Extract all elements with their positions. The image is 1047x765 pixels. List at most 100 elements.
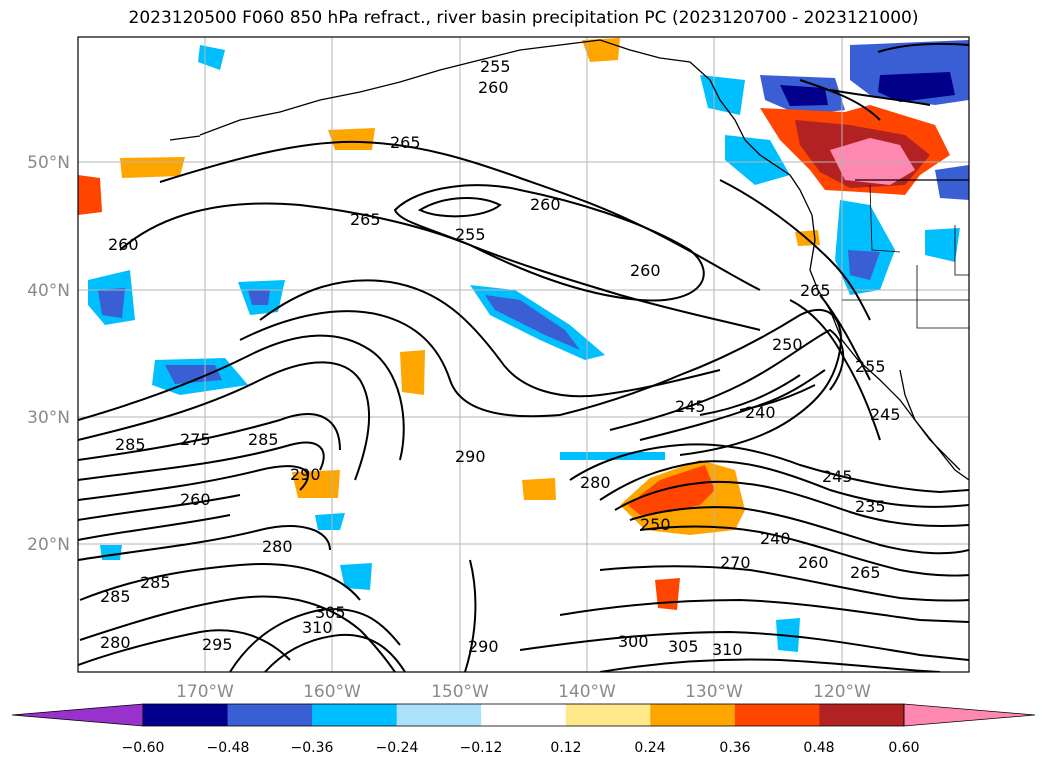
shade-cyan-s1 — [315, 513, 345, 530]
refractivity-contours — [78, 42, 969, 672]
colorbar-segment — [565, 704, 651, 726]
shade-cyan-s5 — [100, 545, 122, 560]
shade-red-main — [628, 465, 715, 515]
colorbar-segment — [819, 704, 905, 726]
contour-label: 255 — [455, 225, 486, 244]
colorbar-segment — [312, 704, 398, 726]
contour-label: 250 — [772, 335, 803, 354]
contour-label: 270 — [720, 553, 751, 572]
contour-label: 245 — [675, 397, 706, 416]
lat-tick: 30°N — [27, 408, 70, 428]
contour-label: 310 — [712, 640, 743, 659]
lon-tick: 120°W — [813, 682, 871, 702]
colorbar-ticks: −0.60 −0.48 −0.36 −0.24 −0.12 0.12 0.24 … — [122, 740, 920, 756]
shade-orange-w2 — [328, 128, 375, 150]
contour-label: 245 — [870, 405, 901, 424]
colorbar-tick: 0.12 — [550, 740, 581, 756]
contour-label: 260 — [180, 490, 211, 509]
contour-label: 260 — [530, 195, 561, 214]
contour-label: 255 — [480, 57, 511, 76]
colorbar-tick: 0.60 — [888, 740, 919, 756]
lon-tick: 170°W — [176, 682, 234, 702]
colorbar-extend-min — [11, 703, 144, 727]
shade-cyan-4 — [925, 228, 960, 262]
shade-orange-w1 — [120, 157, 185, 178]
contour-label: 305 — [668, 637, 699, 656]
colorbar-frame — [142, 703, 905, 727]
map-frame — [77, 36, 970, 673]
contour-label: 265 — [800, 281, 831, 300]
lat-tick: 40°N — [27, 281, 70, 301]
shade-orange-c3 — [522, 478, 556, 500]
contour-label: 265 — [390, 133, 421, 152]
lat-tick: 20°N — [27, 535, 70, 555]
colorbar — [11, 703, 1036, 727]
colorbar-tick: −0.12 — [460, 740, 503, 756]
lon-tick: 150°W — [431, 682, 489, 702]
contour-label: 260 — [798, 553, 829, 572]
shade-red-s — [655, 578, 680, 610]
shade-navy-ne — [878, 72, 955, 102]
contour-label: 285 — [100, 587, 131, 606]
lon-tick: 130°W — [685, 682, 743, 702]
shade-cyan-s3 — [560, 452, 665, 460]
contour-label: 285 — [115, 435, 146, 454]
contour-label: 300 — [618, 632, 649, 651]
colorbar-tick: −0.48 — [207, 740, 250, 756]
contour-label: 240 — [760, 529, 791, 548]
colorbar-segment — [481, 704, 567, 726]
contour-label: 290 — [468, 637, 499, 656]
contour-label: 245 — [822, 467, 853, 486]
contour-label: 240 — [745, 403, 776, 422]
contour-label: 290 — [455, 447, 486, 466]
colorbar-tick: −0.36 — [291, 740, 334, 756]
colorbar-tick: 0.48 — [803, 740, 834, 756]
contour-label: 265 — [850, 563, 881, 582]
colorbar-tick: 0.24 — [634, 740, 665, 756]
contour-label: 285 — [140, 573, 171, 592]
contour-labels: 255 260 265 260 265 255 260 260 265 250 … — [100, 57, 901, 659]
contour-label: 280 — [100, 633, 131, 652]
lon-tick: 140°W — [558, 682, 616, 702]
contour-label: 250 — [640, 515, 671, 534]
contour-label: 310 — [302, 618, 333, 637]
colorbar-tick: 0.36 — [719, 740, 750, 756]
contour-label: 260 — [630, 261, 661, 280]
contour-label: 255 — [855, 357, 886, 376]
shade-orange-c2 — [292, 470, 340, 498]
contour-label: 260 — [108, 235, 139, 254]
contour-label: 235 — [855, 497, 886, 516]
shade-blue-w2 — [165, 365, 222, 384]
colorbar-tick: −0.60 — [122, 740, 165, 756]
contour-label: 295 — [202, 635, 233, 654]
contour-label: 260 — [478, 78, 509, 97]
contour-label: 280 — [262, 537, 293, 556]
colorbar-segment — [650, 704, 736, 726]
lon-tick: 160°W — [303, 682, 361, 702]
contour-label: 290 — [290, 465, 321, 484]
colorbar-segment — [734, 704, 820, 726]
map-title: 2023120500 F060 850 hPa refract., river … — [128, 8, 919, 28]
longitude-ticks: 170°W 160°W 150°W 140°W 130°W 120°W — [176, 682, 871, 702]
colorbar-segment — [143, 704, 229, 726]
colorbar-tick: −0.24 — [376, 740, 419, 756]
shade-navy-nw — [780, 85, 828, 106]
contour-label: 280 — [580, 473, 611, 492]
contour-label: 285 — [248, 430, 279, 449]
shade-blue-e — [935, 165, 969, 200]
latitude-ticks: 50°N 40°N 30°N 20°N — [27, 153, 70, 555]
colorbar-extend-max — [903, 703, 1036, 727]
shade-cyan-s2 — [340, 563, 372, 590]
lat-tick: 50°N — [27, 153, 70, 173]
contour-label: 305 — [315, 603, 346, 622]
shade-blue-c — [848, 250, 880, 280]
shade-red-w — [78, 175, 102, 215]
contour-label: 265 — [350, 210, 381, 229]
shade-blue-w1 — [98, 288, 125, 318]
shade-cyan-2 — [725, 135, 790, 185]
shade-orange-c — [400, 350, 425, 395]
contour-label: 275 — [180, 430, 211, 449]
shade-blue-band — [485, 295, 580, 350]
shade-cyan-1 — [700, 75, 745, 115]
